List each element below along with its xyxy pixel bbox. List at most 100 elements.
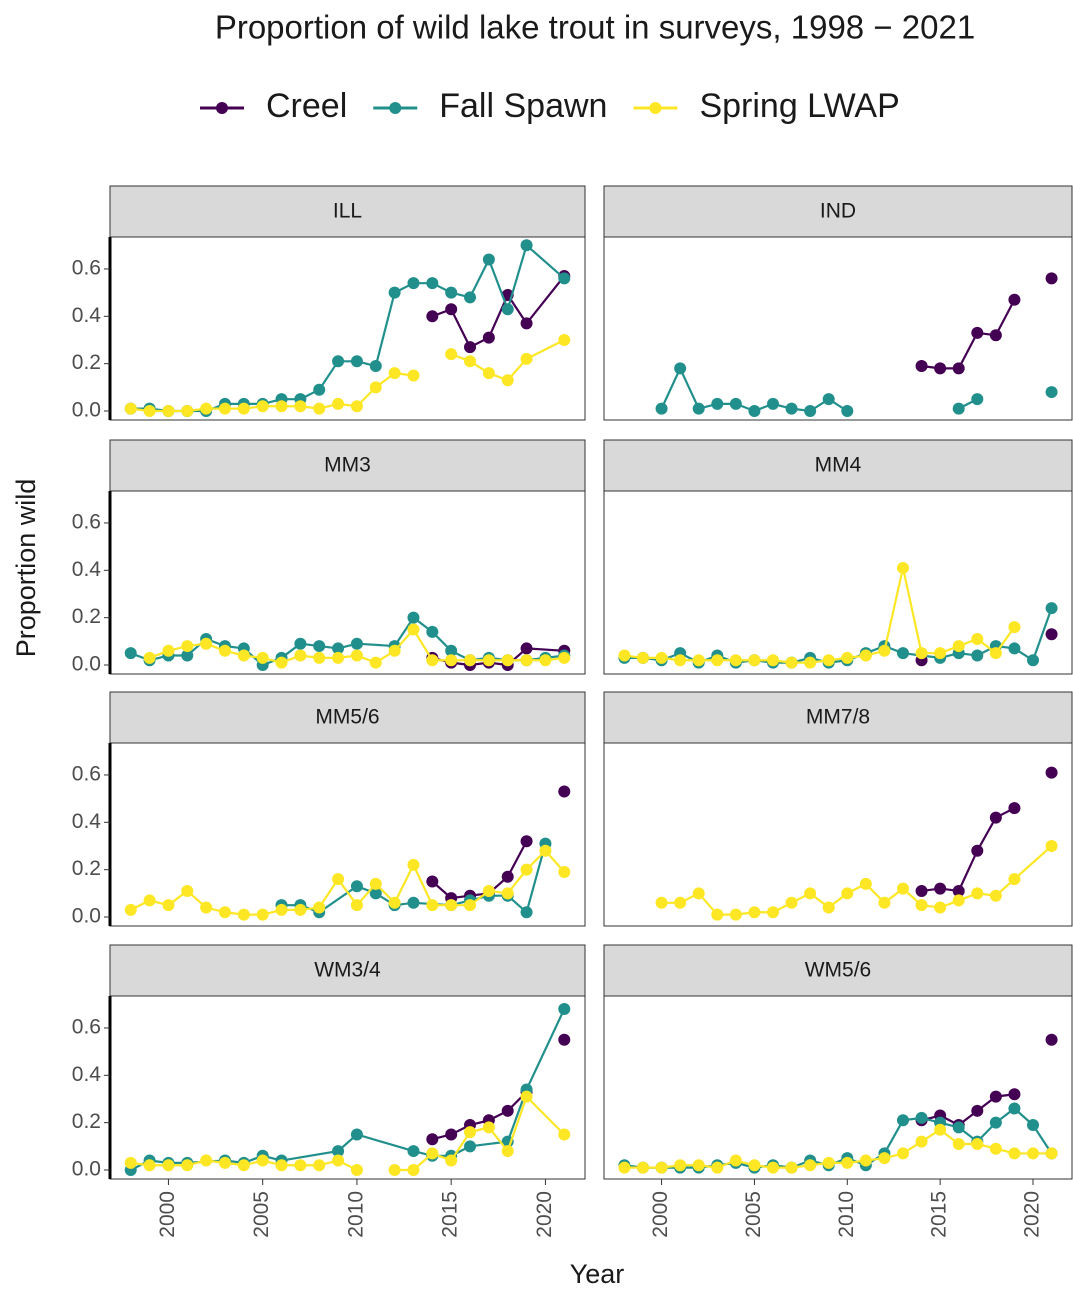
data-point bbox=[426, 899, 439, 912]
data-point bbox=[618, 1161, 631, 1174]
data-point bbox=[313, 1159, 326, 1172]
strip bbox=[603, 439, 1073, 492]
data-point bbox=[162, 405, 175, 418]
data-point bbox=[200, 1154, 213, 1167]
data-point bbox=[952, 884, 965, 897]
data-point bbox=[1027, 654, 1039, 667]
data-point bbox=[350, 1128, 363, 1141]
data-point bbox=[445, 303, 458, 316]
panel-border bbox=[109, 995, 586, 1180]
series-line bbox=[661, 845, 1053, 916]
data-point bbox=[294, 649, 307, 662]
data-point bbox=[748, 1159, 761, 1172]
data-point bbox=[143, 651, 156, 664]
y-tick-label: 0.2 bbox=[72, 1110, 101, 1133]
data-point bbox=[124, 903, 137, 916]
data-point bbox=[674, 896, 687, 909]
data-point bbox=[482, 253, 495, 266]
data-point bbox=[162, 1159, 175, 1172]
data-point bbox=[915, 884, 928, 897]
data-point bbox=[822, 1156, 835, 1169]
data-point bbox=[859, 877, 872, 890]
x-tick-label: 2000 bbox=[649, 1191, 672, 1238]
data-point bbox=[971, 1137, 984, 1150]
data-point bbox=[350, 880, 363, 893]
data-point bbox=[1045, 272, 1058, 285]
panel-border bbox=[603, 236, 1073, 421]
data-point bbox=[369, 877, 382, 890]
data-point bbox=[350, 637, 363, 650]
data-point bbox=[915, 1135, 928, 1148]
data-point bbox=[841, 651, 854, 664]
data-point bbox=[1008, 1088, 1021, 1101]
data-point bbox=[558, 272, 571, 285]
data-point bbox=[407, 858, 420, 871]
data-point bbox=[388, 286, 401, 299]
data-point bbox=[539, 654, 552, 667]
data-point bbox=[275, 656, 288, 669]
data-point bbox=[934, 1123, 947, 1136]
data-point bbox=[1045, 766, 1058, 779]
data-point bbox=[520, 317, 533, 330]
data-point bbox=[822, 901, 835, 914]
data-point bbox=[407, 369, 420, 382]
x-tick-label: 2020 bbox=[1021, 1191, 1044, 1238]
data-point bbox=[989, 811, 1002, 824]
data-point bbox=[952, 1121, 965, 1134]
data-point bbox=[426, 654, 439, 667]
data-point bbox=[971, 649, 984, 662]
data-point bbox=[822, 654, 835, 667]
data-point bbox=[692, 402, 705, 415]
data-point bbox=[445, 899, 458, 912]
series-line bbox=[624, 1128, 1052, 1169]
data-point bbox=[767, 1161, 779, 1174]
data-point bbox=[124, 402, 137, 415]
strip bbox=[109, 691, 586, 744]
data-point bbox=[934, 882, 947, 895]
data-point bbox=[558, 1003, 571, 1016]
data-point bbox=[1008, 621, 1021, 634]
data-point bbox=[143, 405, 156, 418]
data-point bbox=[162, 899, 175, 912]
data-point bbox=[558, 651, 571, 664]
data-point bbox=[841, 405, 854, 418]
data-point bbox=[971, 393, 984, 406]
strip bbox=[603, 944, 1073, 997]
data-point bbox=[464, 291, 477, 304]
data-point bbox=[1008, 1102, 1021, 1115]
y-tick-label: 0.6 bbox=[72, 763, 101, 786]
data-point bbox=[237, 402, 250, 415]
y-tick-label: 0.6 bbox=[72, 511, 101, 534]
data-point bbox=[804, 887, 817, 900]
data-point bbox=[934, 362, 947, 375]
y-tick-label: 0.4 bbox=[72, 558, 102, 581]
data-point bbox=[313, 901, 326, 914]
data-point bbox=[464, 341, 477, 354]
data-point bbox=[464, 1140, 477, 1153]
data-point bbox=[952, 640, 965, 653]
data-point bbox=[897, 1114, 909, 1127]
data-point bbox=[915, 899, 928, 912]
data-point bbox=[350, 899, 363, 912]
data-point bbox=[674, 654, 687, 667]
data-point bbox=[785, 656, 798, 669]
data-point bbox=[256, 651, 269, 664]
data-point bbox=[501, 1145, 514, 1158]
data-point bbox=[878, 896, 891, 909]
data-point bbox=[785, 1161, 798, 1174]
data-point bbox=[294, 400, 307, 413]
data-point bbox=[520, 906, 533, 919]
data-point bbox=[558, 333, 571, 346]
data-point bbox=[1045, 386, 1058, 399]
data-point bbox=[445, 1154, 458, 1167]
data-point bbox=[897, 561, 909, 574]
y-tick-label: 0.0 bbox=[72, 905, 101, 928]
data-point bbox=[181, 1159, 194, 1172]
data-point bbox=[539, 844, 552, 857]
data-point bbox=[558, 1033, 571, 1046]
data-point bbox=[692, 1159, 705, 1172]
data-point bbox=[124, 1156, 137, 1169]
data-point bbox=[711, 1161, 724, 1174]
data-point bbox=[426, 1133, 439, 1146]
